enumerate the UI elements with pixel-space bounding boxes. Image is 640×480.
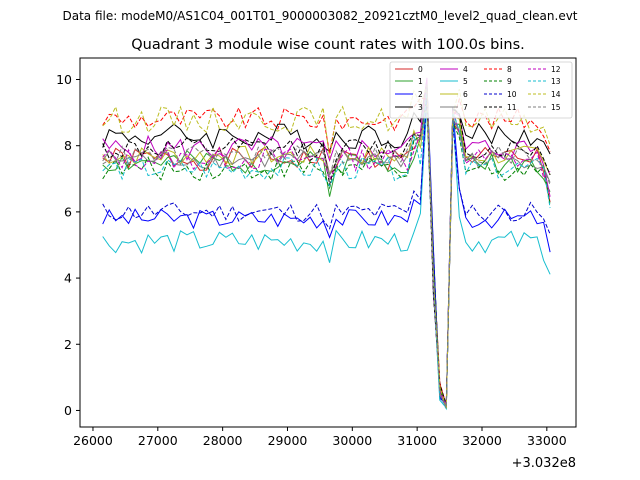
y-tick-label: 6: [64, 204, 72, 219]
y-tick-label: 8: [64, 138, 72, 153]
chart-title: Quadrant 3 module wise count rates with …: [131, 37, 525, 53]
series-line-2: [102, 82, 551, 406]
y-tick-label: 2: [64, 337, 72, 352]
series-line-5: [102, 105, 551, 410]
suptitle: Data file: modeM0/AS1C04_001T01_90000030…: [62, 9, 577, 23]
legend-box: [389, 61, 573, 119]
series-line-10: [102, 94, 551, 407]
legend-label-2: 2: [418, 90, 423, 99]
plot-frame: [79, 57, 577, 428]
legend-label-3: 3: [418, 103, 423, 112]
legend-label-10: 10: [507, 90, 517, 99]
series-line-12: [102, 90, 551, 405]
x-tick-label: 28000: [203, 433, 243, 448]
legend-label-11: 11: [507, 103, 517, 112]
series-layer: [102, 77, 551, 411]
legend-label-15: 15: [551, 103, 561, 112]
series-line-3: [102, 79, 551, 409]
series-line-14: [102, 85, 551, 409]
ticks-layer: 26000 27000 28000 29000 30000 31000 32000 33000…: [56, 72, 567, 448]
series-line-4: [102, 77, 551, 409]
series-line-8: [102, 97, 551, 407]
x-offset-label: +3.032e8: [512, 456, 576, 471]
x-tick-label: 31000: [397, 433, 437, 448]
legend-label-4: 4: [463, 65, 468, 74]
legend-label-9: 9: [507, 77, 512, 86]
x-tick-label: 32000: [462, 433, 502, 448]
legend-label-14: 14: [551, 90, 561, 99]
series-line-15: [102, 83, 551, 409]
legend-label-8: 8: [507, 65, 512, 74]
x-tick-label: 29000: [268, 433, 308, 448]
legend-label-7: 7: [463, 103, 468, 112]
legend-label-12: 12: [551, 65, 561, 74]
x-tick-label: 30000: [332, 433, 372, 448]
x-tick-label: 26000: [73, 433, 113, 448]
x-tick-label: 33000: [527, 433, 567, 448]
legend-label-1: 1: [418, 77, 423, 86]
legend-label-0: 0: [418, 65, 423, 74]
legend-label-5: 5: [463, 77, 468, 86]
x-tick-label: 27000: [138, 433, 178, 448]
y-tick-label: 0: [64, 403, 72, 418]
y-tick-label: 10: [56, 72, 72, 87]
legend-label-6: 6: [463, 90, 468, 99]
y-tick-label: 4: [64, 271, 72, 286]
legend-label-13: 13: [551, 77, 561, 86]
series-line-13: [102, 88, 551, 411]
